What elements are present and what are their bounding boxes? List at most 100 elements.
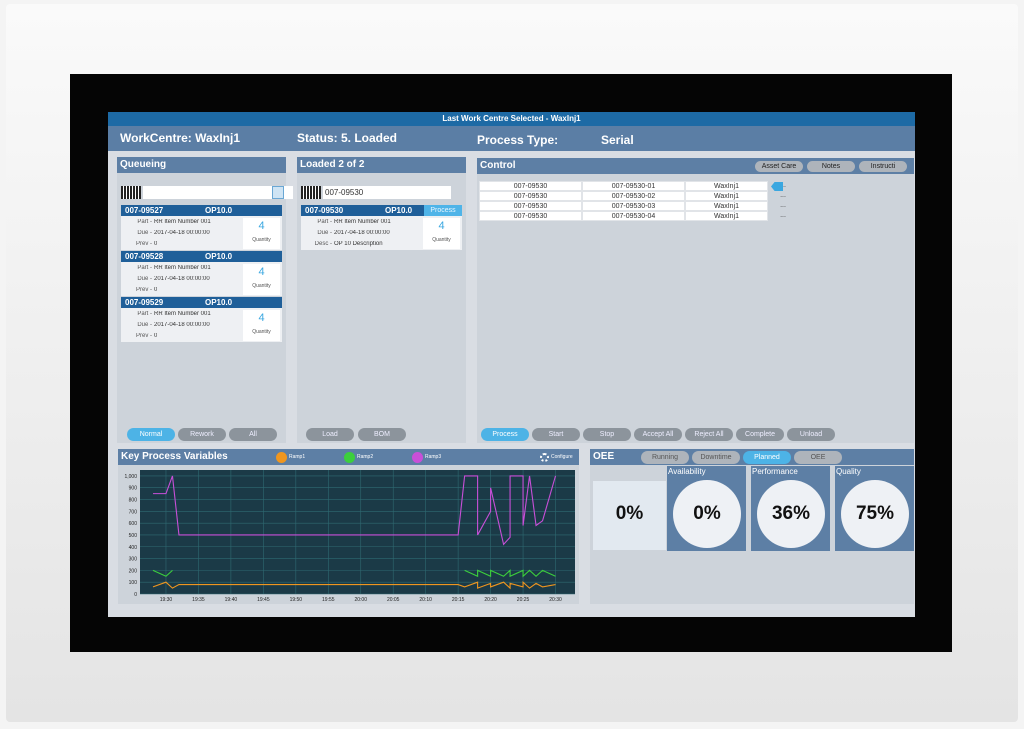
button[interactable]: Rework [178, 428, 226, 441]
button[interactable]: BOM [358, 428, 406, 441]
legend-label: Ramp2 [357, 454, 374, 460]
legend-label: Ramp1 [289, 454, 306, 460]
oee-value: 0% [693, 503, 721, 524]
item-value: 2017-04-18 00:00:00 [154, 230, 210, 236]
x-tick-label: 19:45 [257, 597, 270, 603]
table-cell[interactable]: 007-09530-02 [582, 191, 685, 201]
title-bar: Last Work Centre Selected - WaxInj1 [108, 112, 915, 126]
quantity-box [243, 264, 280, 295]
item-op: OP10.0 [205, 298, 233, 307]
item-label: Part - [317, 219, 332, 225]
table-cell[interactable]: ... [780, 192, 786, 199]
y-tick-label: 400 [129, 545, 138, 551]
series-line [152, 475, 557, 546]
legend-swatch [412, 452, 423, 463]
table-cell[interactable]: ... [780, 212, 786, 219]
button[interactable]: Load [306, 428, 354, 441]
tool-button[interactable]: Asset Care [755, 161, 803, 172]
item-value: 2017-04-18 00:00:00 [154, 276, 210, 282]
configure[interactable]: Configure [551, 454, 573, 460]
item-label: Prev - [135, 287, 152, 293]
item-label: Desc - [314, 241, 332, 247]
button[interactable]: Process [481, 428, 529, 441]
item-op: OP10.0 [205, 252, 233, 261]
table-cell[interactable]: 007-09530-04 [582, 211, 685, 221]
table-cell[interactable]: WaxInj1 [685, 211, 768, 221]
oee-value: 0% [615, 503, 644, 524]
item-label: Prev - [135, 333, 152, 339]
item-label: Part - [137, 265, 152, 271]
table-cell[interactable]: WaxInj1 [685, 201, 768, 211]
item-value: RR Item Number 001 [334, 219, 391, 225]
table-cell[interactable]: ... [780, 182, 786, 189]
oee-tab[interactable]: OEE [794, 451, 842, 464]
table-cell[interactable]: 007-09530-01 [582, 181, 685, 191]
tool-button[interactable]: Instructi [859, 161, 907, 172]
item-label: Part - [137, 311, 152, 317]
oee-tab[interactable]: Planned [743, 451, 791, 464]
x-tick-label: 19:35 [192, 597, 205, 603]
tool-button[interactable]: Notes [807, 161, 855, 172]
table-cell[interactable]: 007-09530-03 [582, 201, 685, 211]
loaded-header: Loaded 2 of 2 [297, 157, 466, 173]
button[interactable]: Unload [787, 428, 835, 441]
legend-label: Ramp3 [425, 454, 442, 460]
x-tick-label: 19:50 [290, 597, 303, 603]
quantity-label: Quantity [252, 237, 271, 243]
button[interactable]: Complete [736, 428, 784, 441]
table-cell[interactable]: 007-09530 [479, 181, 582, 191]
y-tick-label: 200 [129, 568, 138, 574]
button[interactable]: All [229, 428, 277, 441]
oee-tile-label: Quality [836, 467, 861, 476]
button[interactable]: Stop [583, 428, 631, 441]
barcode-icon [121, 186, 141, 199]
table-cell[interactable]: 007-09530 [479, 191, 582, 201]
oee-tile-label: Performance [752, 467, 798, 476]
x-tick-label: 20:00 [354, 597, 367, 603]
x-tick-label: 20:20 [484, 597, 497, 603]
refresh-btn[interactable] [272, 186, 284, 199]
x-tick-label: 20:10 [419, 597, 432, 603]
loaded-panel [297, 157, 466, 443]
table-cell[interactable]: ... [780, 202, 786, 209]
y-tick-label: 900 [129, 486, 138, 492]
item-header [121, 251, 282, 262]
series-line [152, 580, 556, 590]
item-id: 007-09527 [125, 206, 164, 215]
y-tick-label: 100 [129, 580, 138, 586]
item-id: 007-09530 [305, 206, 344, 215]
oee-tab[interactable]: Running [641, 451, 689, 464]
quantity-label: Quantity [252, 283, 271, 289]
table-cell[interactable]: 007-09530 [479, 211, 582, 221]
x-tick-label: 19:55 [322, 597, 335, 603]
item-value: 2017-04-18 00:00:00 [154, 322, 210, 328]
y-tick-label: 1,000 [124, 474, 137, 480]
item-label: Due - [137, 322, 152, 328]
process-type: Serial [601, 133, 634, 147]
legend-swatch [276, 452, 287, 463]
barcode-input [143, 186, 293, 199]
process-type-label: Process Type: [477, 133, 559, 147]
configure-icon [540, 453, 549, 462]
screen: Last Work Centre Selected - WaxInj1 Work… [108, 112, 915, 617]
y-tick-label: 600 [129, 521, 138, 527]
table-cell[interactable]: 007-09530 [479, 201, 582, 211]
oee-tab[interactable]: Downtime [692, 451, 740, 464]
button[interactable]: Normal [127, 428, 175, 441]
item-value: RR Item Number 001 [154, 311, 211, 317]
x-tick-label: 20:05 [387, 597, 400, 603]
button[interactable]: Start [532, 428, 580, 441]
item-label: Part - [137, 219, 152, 225]
item-value: OP 10 Description [334, 241, 383, 247]
item-label: Prev - [135, 241, 152, 247]
table-cell[interactable]: WaxInj1 [685, 191, 768, 201]
button[interactable]: Accept All [634, 428, 682, 441]
x-tick-label: 19:30 [160, 597, 173, 603]
item-value: 0 [154, 287, 158, 293]
y-tick-label: 500 [129, 533, 138, 539]
quantity: 4 [258, 312, 265, 324]
oee-circle [757, 480, 825, 548]
table-cell[interactable]: WaxInj1 [685, 181, 768, 191]
button[interactable]: Reject All [685, 428, 733, 441]
